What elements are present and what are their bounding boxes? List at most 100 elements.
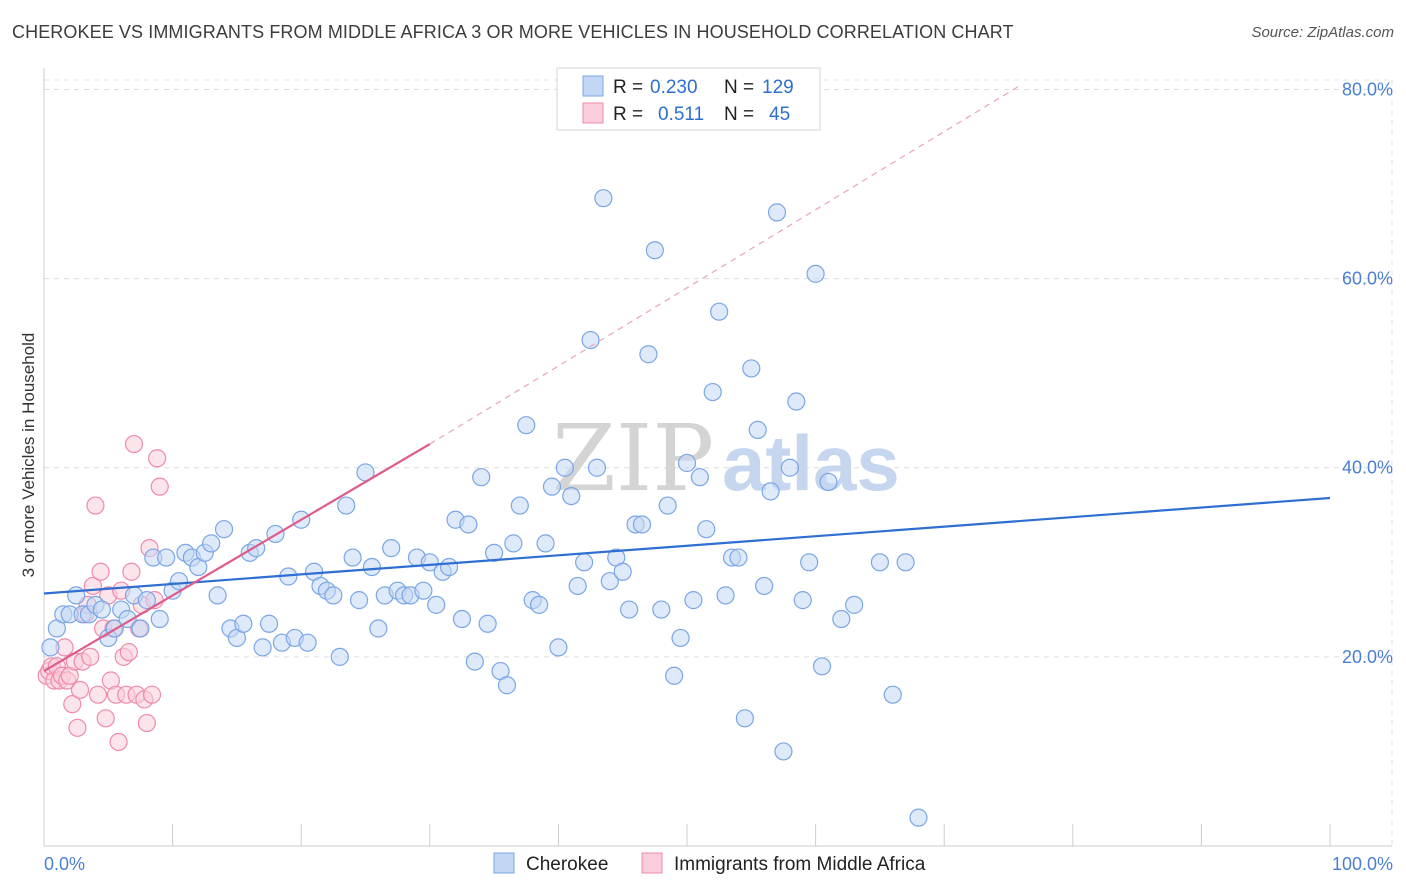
- point-cherokee: [697, 520, 716, 539]
- point-cherokee: [632, 515, 652, 534]
- series-cherokee: [41, 189, 928, 827]
- point-cherokee: [485, 543, 504, 562]
- point-cherokee: [562, 486, 581, 506]
- point-middle-africa: [81, 647, 100, 666]
- point-cherokee: [324, 586, 343, 605]
- point-cherokee: [896, 553, 915, 572]
- point-cherokee: [427, 595, 446, 614]
- point-cherokee: [382, 539, 401, 558]
- y-tick-label: 20.0%: [1342, 647, 1393, 667]
- point-cherokee: [362, 557, 382, 577]
- point-cherokee: [157, 548, 176, 567]
- point-cherokee: [465, 652, 484, 671]
- point-cherokee: [761, 482, 780, 501]
- point-cherokee: [620, 600, 639, 619]
- point-middle-africa: [70, 680, 90, 700]
- tick-labels: 20.0% 40.0% 60.0% 80.0% 0.0% 100.0%: [44, 79, 1393, 874]
- point-cherokee: [41, 638, 60, 657]
- point-cherokee: [645, 241, 664, 260]
- series-legend: Cherokee Immigrants from Middle Africa: [493, 852, 926, 875]
- bottom-legend-label-cherokee: Cherokee: [526, 854, 608, 875]
- legend-swatch-cherokee: [582, 75, 604, 97]
- legend-r-value: 0.511: [658, 104, 704, 125]
- point-cherokee: [665, 666, 684, 685]
- point-cherokee: [575, 553, 594, 572]
- point-cherokee: [812, 657, 832, 676]
- watermark-atlas: atlas: [722, 419, 900, 507]
- chart-title: CHEROKEE VS IMMIGRANTS FROM MIDDLE AFRIC…: [12, 22, 1014, 42]
- point-cherokee: [600, 572, 619, 591]
- point-cherokee: [735, 709, 754, 728]
- stats-legend: R = 0.230 N = 129 R = 0.511 N = 45: [556, 67, 821, 131]
- legend-r-value: 0.230: [650, 77, 698, 98]
- point-middle-africa: [109, 732, 128, 752]
- point-cherokee: [555, 458, 574, 477]
- point-cherokee: [459, 515, 478, 534]
- point-cherokee: [259, 614, 279, 633]
- point-cherokee: [909, 808, 928, 827]
- y-tick-label: 80.0%: [1342, 79, 1393, 99]
- point-cherokee: [439, 557, 459, 577]
- point-cherokee: [530, 595, 549, 614]
- point-cherokee: [793, 591, 812, 610]
- source-label: Source: ZipAtlas.com: [1251, 24, 1394, 41]
- legend-r-label: R =: [613, 104, 643, 125]
- point-cherokee: [414, 581, 433, 600]
- y-tick-label: 40.0%: [1342, 458, 1393, 478]
- point-cherokee: [517, 416, 536, 435]
- point-cherokee: [742, 359, 761, 378]
- x-tick-label-right: 100.0%: [1332, 854, 1393, 874]
- point-cherokee: [150, 609, 169, 629]
- point-cherokee: [169, 572, 189, 591]
- point-cherokee: [472, 468, 491, 487]
- legend-n-label: N =: [724, 77, 754, 98]
- point-cherokee: [819, 472, 838, 492]
- point-cherokee: [774, 742, 793, 761]
- axes: [43, 68, 1392, 847]
- point-cherokee: [587, 458, 607, 477]
- point-cherokee: [253, 638, 272, 657]
- point-middle-africa: [68, 718, 87, 737]
- watermark: ZIP atlas: [552, 405, 900, 512]
- point-cherokee: [67, 586, 86, 605]
- point-cherokee: [330, 647, 349, 666]
- trend-line-middle-africa: [43, 443, 431, 672]
- point-cherokee: [677, 453, 697, 473]
- point-cherokee: [234, 614, 253, 633]
- point-cherokee: [420, 553, 439, 572]
- legend-n-label: N =: [724, 104, 754, 125]
- point-middle-africa: [137, 713, 156, 733]
- point-cherokee: [658, 496, 677, 515]
- point-middle-africa: [122, 562, 141, 581]
- bottom-legend-swatch-cherokee: [493, 852, 515, 874]
- point-cherokee: [369, 619, 388, 638]
- trend-lines: [43, 84, 1331, 672]
- point-cherokee: [703, 382, 722, 402]
- trend-line-cherokee: [43, 496, 1331, 595]
- point-cherokee: [131, 619, 150, 638]
- point-cherokee: [832, 609, 851, 629]
- x-tick-label-left: 0.0%: [44, 854, 85, 874]
- point-cherokee: [729, 548, 748, 567]
- point-middle-africa: [119, 643, 138, 662]
- point-cherokee: [780, 458, 799, 477]
- legend-n-value: 129: [762, 77, 794, 98]
- point-cherokee: [137, 591, 156, 610]
- point-middle-africa: [63, 695, 82, 714]
- point-cherokee: [639, 345, 658, 364]
- point-cherokee: [343, 548, 362, 567]
- point-cherokee: [349, 591, 369, 610]
- point-cherokee: [214, 520, 234, 539]
- point-cherokee: [504, 534, 523, 553]
- point-cherokee: [202, 534, 221, 553]
- point-cherokee: [870, 553, 890, 572]
- bottom-legend-swatch-middle-africa: [641, 852, 663, 874]
- point-cherokee: [755, 576, 774, 596]
- point-cherokee: [510, 496, 529, 515]
- point-cherokee: [549, 638, 568, 657]
- point-cherokee: [452, 609, 472, 629]
- y-axis-title: 3 or more Vehicles in Household: [19, 333, 38, 578]
- point-cherokee: [568, 576, 587, 596]
- point-cherokee: [684, 591, 703, 610]
